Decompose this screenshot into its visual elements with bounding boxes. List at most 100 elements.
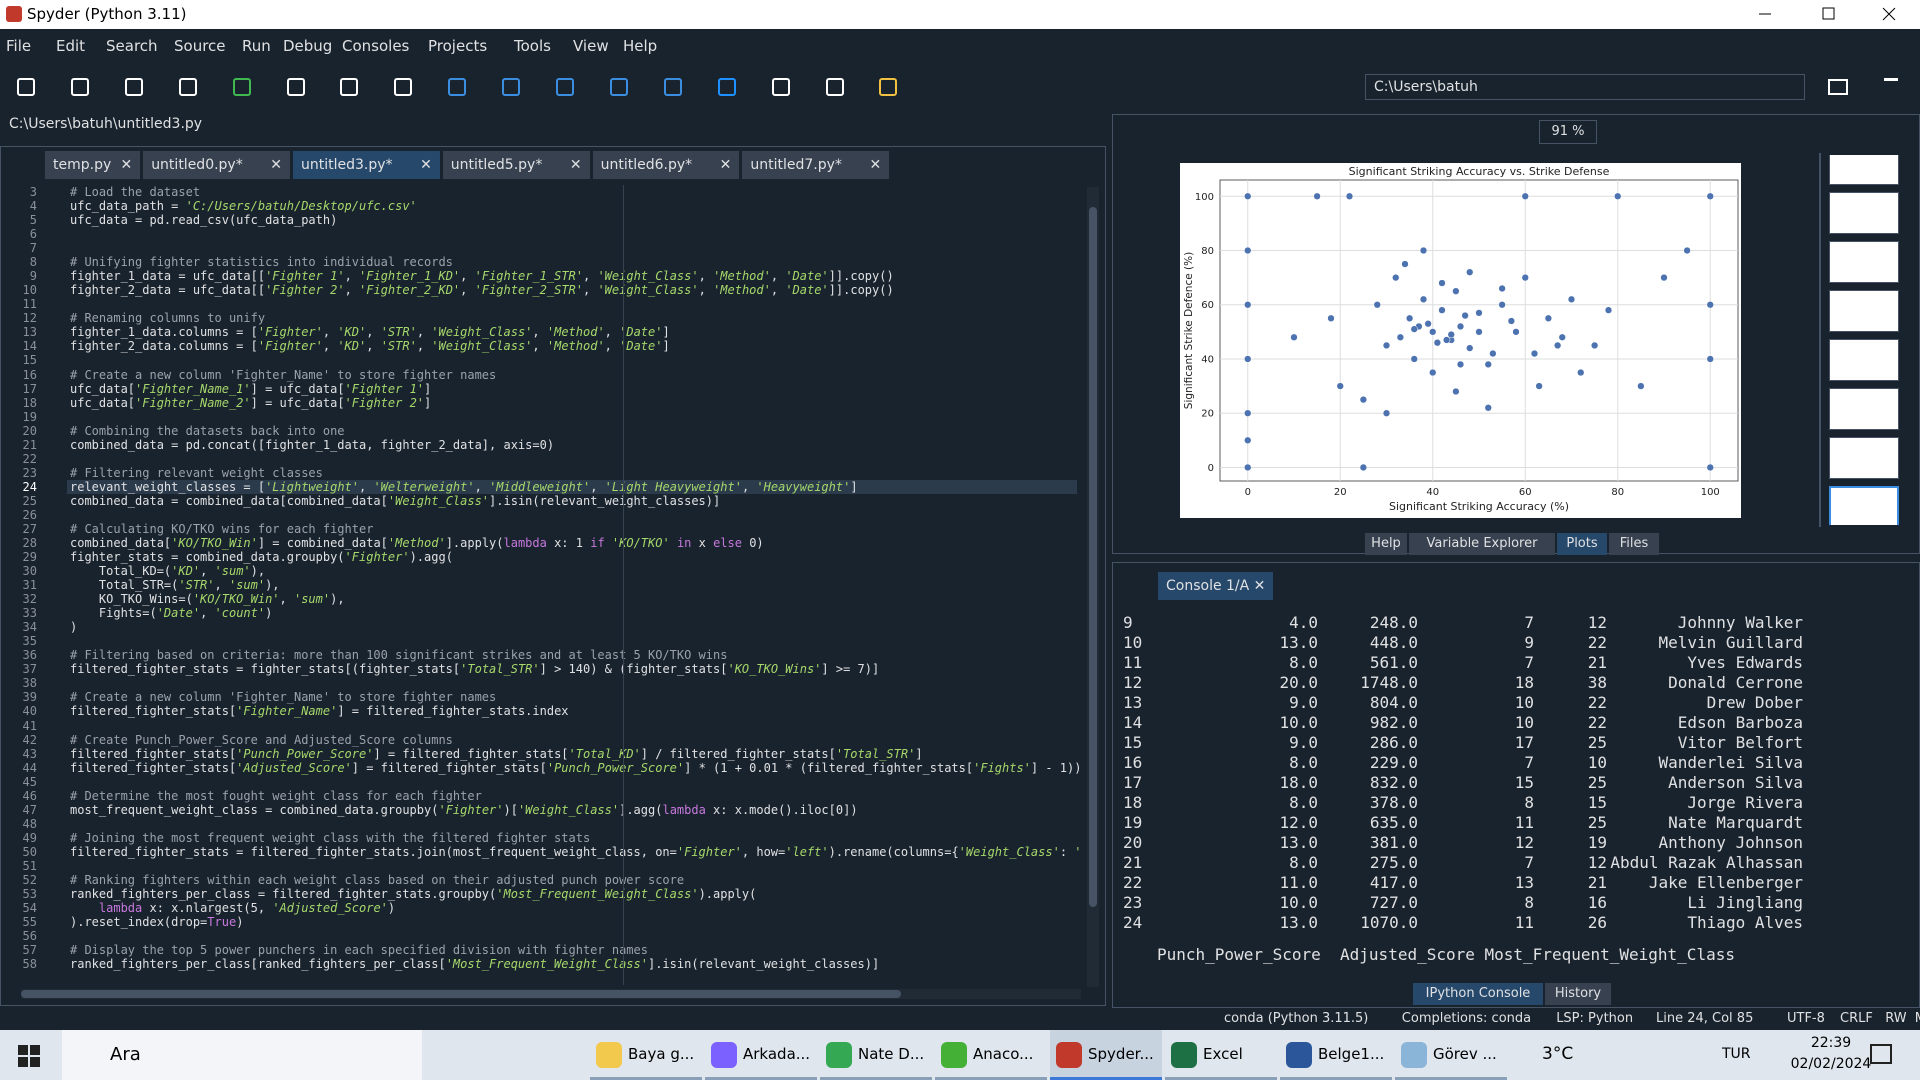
console-cell: 4.0 xyxy=(1289,613,1318,632)
menu-item[interactable]: Search xyxy=(106,37,158,55)
tool-button[interactable] xyxy=(879,78,898,96)
pane-tab[interactable]: History xyxy=(1545,983,1611,1005)
taskbar-app[interactable]: Excel xyxy=(1165,1030,1277,1080)
pane-tab[interactable]: IPython Console xyxy=(1413,983,1543,1005)
editor-tab[interactable]: untitled6.py* ✕ xyxy=(592,151,741,179)
zoom-box[interactable]: 91 % xyxy=(1539,120,1597,144)
taskbar-app[interactable]: Nate D... xyxy=(820,1030,932,1080)
plot-thumbnail[interactable] xyxy=(1829,437,1899,479)
taskbar-app[interactable]: Görev ... xyxy=(1395,1030,1507,1080)
browse-button[interactable] xyxy=(1828,79,1848,95)
v-scrollbar[interactable] xyxy=(1087,187,1099,987)
taskbar-app[interactable]: Belge1... xyxy=(1280,1030,1392,1080)
notifications[interactable] xyxy=(1870,1044,1892,1064)
tool-button[interactable] xyxy=(17,78,35,96)
tab-close[interactable]: ✕ xyxy=(869,157,882,173)
maximize[interactable] xyxy=(1822,7,1835,20)
plot-thumbnail[interactable] xyxy=(1829,192,1899,234)
code-area[interactable]: 3 # Load the dataset 4 ufc_data_path = 'C:/… xyxy=(1,185,1081,985)
plot-thumbnail[interactable] xyxy=(1829,241,1899,283)
tab-close[interactable]: ✕ xyxy=(270,157,282,173)
tool-button[interactable] xyxy=(771,78,790,96)
console-footer: Punch_Power_Score Adjusted_Score Most_Fr… xyxy=(1157,945,1735,964)
path-box[interactable]: C:\Users\batuh xyxy=(1365,74,1805,100)
scatter-point xyxy=(1484,360,1492,369)
editor-tab[interactable]: untitled5.py* ✕ xyxy=(442,151,591,179)
console-tab[interactable]: Console 1/A ✕ xyxy=(1158,572,1275,600)
tool-button[interactable] xyxy=(394,78,413,96)
pane-tab[interactable]: Files xyxy=(1609,533,1659,555)
taskbar-app[interactable]: Arkada... xyxy=(705,1030,817,1080)
tab-close[interactable]: ✕ xyxy=(420,157,432,173)
taskbar-app[interactable]: Spyder... xyxy=(1050,1030,1162,1080)
app-label: Belge1... xyxy=(1318,1045,1385,1063)
pane-tab[interactable]: Help xyxy=(1365,533,1407,555)
menu-item[interactable]: Help xyxy=(623,37,658,55)
console-cell: 448.0 xyxy=(1369,633,1418,652)
menu-item[interactable]: File xyxy=(6,37,32,55)
scroll-thumb[interactable] xyxy=(21,990,901,998)
scatter-point xyxy=(1447,330,1455,339)
menu-item[interactable]: Tools xyxy=(514,37,551,55)
tool-button[interactable] xyxy=(232,78,251,96)
editor-tab[interactable]: untitled3.py* ✕ xyxy=(293,151,441,179)
menu-item[interactable]: Run xyxy=(242,37,271,55)
scatter-point xyxy=(1290,333,1298,341)
search-box[interactable]: Ara xyxy=(62,1030,422,1080)
tool-button[interactable] xyxy=(717,78,736,96)
x-tick-label: 60 xyxy=(1519,487,1532,498)
tool-button[interactable] xyxy=(124,78,143,96)
window-controls[interactable] xyxy=(1750,0,1920,29)
tab-close[interactable]: ✕ xyxy=(719,157,732,173)
parent-dir-button[interactable] xyxy=(1884,78,1898,96)
tool-button[interactable] xyxy=(556,78,574,96)
menu-item[interactable]: Consoles xyxy=(342,37,410,55)
tool-button[interactable] xyxy=(340,78,359,96)
h-scrollbar[interactable] xyxy=(21,989,1081,999)
line-number: 41 xyxy=(22,718,37,733)
tool-button[interactable] xyxy=(178,78,197,96)
menu-item[interactable]: Edit xyxy=(56,37,86,55)
tool-button[interactable] xyxy=(502,78,521,96)
y-axis-label: Significant Strike Defence (%) xyxy=(1183,252,1195,409)
tool-button[interactable] xyxy=(663,78,682,96)
scatter-point xyxy=(1382,341,1391,350)
scroll-thumb[interactable] xyxy=(1089,207,1097,907)
menu-item[interactable]: Projects xyxy=(428,37,488,55)
code-line: # Unifying fighter statistics into indiv… xyxy=(70,255,453,270)
console-cell: 16 xyxy=(1123,753,1143,772)
start-button[interactable] xyxy=(18,1045,40,1067)
plot-thumbnail[interactable] xyxy=(1829,486,1899,525)
plot-thumbnail[interactable] xyxy=(1829,155,1899,185)
line-number: 4 xyxy=(29,199,37,214)
tool-button[interactable] xyxy=(286,78,305,96)
console-cell: 275.0 xyxy=(1369,853,1418,872)
line-number: 38 xyxy=(22,676,37,691)
menu-item[interactable]: View xyxy=(573,37,609,55)
plot-thumbnail[interactable] xyxy=(1829,290,1899,332)
scatter-point xyxy=(1244,246,1252,255)
menu-item[interactable]: Source xyxy=(174,37,226,55)
console-cell: 18 xyxy=(1123,793,1143,812)
tool-button[interactable] xyxy=(70,78,89,96)
menu-item[interactable]: Debug xyxy=(283,37,333,55)
pane-tab[interactable]: Variable Explorer xyxy=(1409,533,1555,555)
console-cell: Donald Cerrone xyxy=(1668,673,1803,692)
editor-tab[interactable]: untitled0.py* ✕ xyxy=(143,151,291,179)
close[interactable] xyxy=(1882,7,1896,21)
editor-tab[interactable]: untitled7.py* ✕ xyxy=(742,151,891,179)
tool-button[interactable] xyxy=(609,78,628,96)
code-line: # Create Punch_Power_Score and Adjusted_… xyxy=(70,732,453,747)
scatter-point xyxy=(1244,409,1252,417)
taskbar-app[interactable]: Baya g... xyxy=(590,1030,702,1080)
plot-thumbnail[interactable] xyxy=(1829,339,1899,381)
tool-button[interactable] xyxy=(825,78,844,96)
taskbar-app[interactable]: Anaco... xyxy=(935,1030,1047,1080)
editor-tab[interactable]: temp.py ✕ xyxy=(45,151,142,179)
app-icon xyxy=(1056,1042,1082,1068)
tab-close[interactable]: ✕ xyxy=(569,157,582,173)
pane-tab[interactable]: Plots xyxy=(1557,533,1607,555)
plot-thumbnail[interactable] xyxy=(1829,388,1899,430)
tool-button[interactable] xyxy=(448,78,467,96)
tab-close[interactable]: ✕ xyxy=(120,157,133,173)
